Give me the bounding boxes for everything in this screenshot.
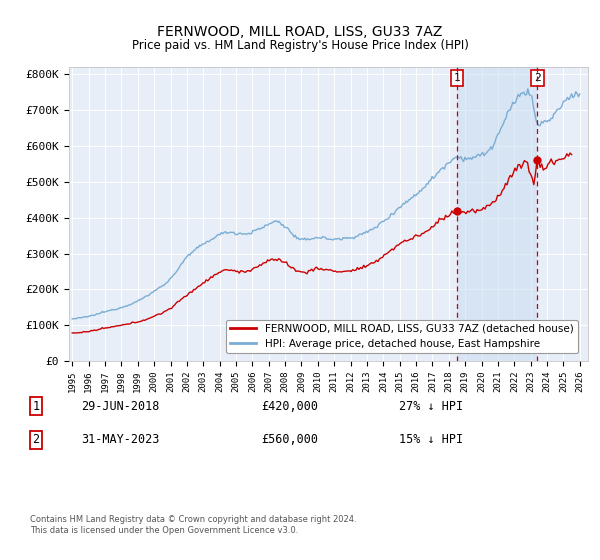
Text: 15% ↓ HPI: 15% ↓ HPI	[399, 433, 463, 446]
Text: 2: 2	[534, 73, 541, 83]
Text: 2: 2	[32, 433, 40, 446]
Text: 1: 1	[454, 73, 460, 83]
Text: £560,000: £560,000	[261, 433, 318, 446]
Legend: FERNWOOD, MILL ROAD, LISS, GU33 7AZ (detached house), HPI: Average price, detach: FERNWOOD, MILL ROAD, LISS, GU33 7AZ (det…	[226, 320, 578, 353]
Text: 31-MAY-2023: 31-MAY-2023	[81, 433, 160, 446]
Text: Price paid vs. HM Land Registry's House Price Index (HPI): Price paid vs. HM Land Registry's House …	[131, 39, 469, 52]
Text: £420,000: £420,000	[261, 399, 318, 413]
Text: 29-JUN-2018: 29-JUN-2018	[81, 399, 160, 413]
Text: Contains HM Land Registry data © Crown copyright and database right 2024.
This d: Contains HM Land Registry data © Crown c…	[30, 515, 356, 535]
Text: 1: 1	[32, 399, 40, 413]
Text: 27% ↓ HPI: 27% ↓ HPI	[399, 399, 463, 413]
Bar	[457, 67, 538, 361]
Text: FERNWOOD, MILL ROAD, LISS, GU33 7AZ: FERNWOOD, MILL ROAD, LISS, GU33 7AZ	[157, 25, 443, 39]
